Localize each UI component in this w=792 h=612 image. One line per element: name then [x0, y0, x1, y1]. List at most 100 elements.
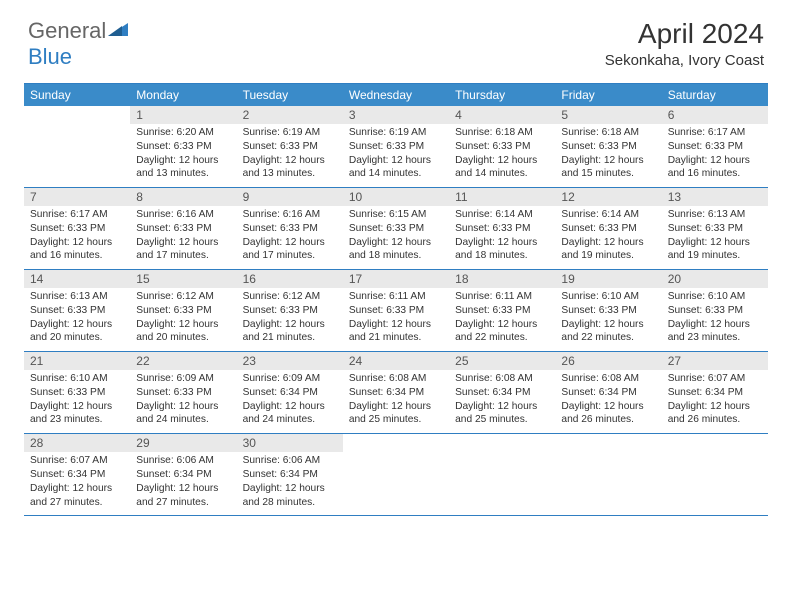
day-line: Daylight: 12 hours [30, 400, 124, 414]
day-line: Sunset: 6:34 PM [243, 386, 337, 400]
day-line: and 22 minutes. [455, 331, 549, 345]
day-content: Sunrise: 6:14 AMSunset: 6:33 PMDaylight:… [449, 206, 555, 269]
day-line: Sunrise: 6:12 AM [243, 290, 337, 304]
day-line: Sunrise: 6:06 AM [243, 454, 337, 468]
day-line: Sunset: 6:33 PM [136, 140, 230, 154]
day-line: and 19 minutes. [561, 249, 655, 263]
day-line: and 25 minutes. [455, 413, 549, 427]
day-number: 5 [555, 106, 661, 124]
day-line: and 23 minutes. [30, 413, 124, 427]
day-line: and 26 minutes. [561, 413, 655, 427]
day-line: and 19 minutes. [668, 249, 762, 263]
dow-mon: Monday [130, 84, 236, 106]
day-line: Daylight: 12 hours [668, 400, 762, 414]
day-line: Sunrise: 6:13 AM [30, 290, 124, 304]
day-line: and 13 minutes. [243, 167, 337, 181]
day-line: Daylight: 12 hours [243, 400, 337, 414]
day-line: and 28 minutes. [243, 496, 337, 510]
day-line: Sunrise: 6:14 AM [455, 208, 549, 222]
day-line: Sunrise: 6:07 AM [668, 372, 762, 386]
day-line: and 13 minutes. [136, 167, 230, 181]
week-content-row: Sunrise: 6:13 AMSunset: 6:33 PMDaylight:… [24, 288, 768, 352]
day-number: 18 [449, 270, 555, 288]
day-line: Daylight: 12 hours [349, 400, 443, 414]
day-line: and 21 minutes. [243, 331, 337, 345]
day-line: Daylight: 12 hours [243, 482, 337, 496]
day-line: Daylight: 12 hours [455, 318, 549, 332]
dow-thu: Thursday [449, 84, 555, 106]
day-line: Sunset: 6:33 PM [455, 140, 549, 154]
week-content-row: Sunrise: 6:17 AM Sunset: 6:33 PM Daylight:… [24, 206, 768, 270]
day-number: 26 [555, 352, 661, 370]
day-line: Sunset: 6:33 PM [349, 304, 443, 318]
day-line: Sunset: 6:34 PM [668, 386, 762, 400]
logo-text-2: Blue [28, 44, 72, 70]
day-line: Sunset: 6:33 PM [136, 222, 230, 236]
day-line: and 20 minutes. [136, 331, 230, 345]
day-content: Sunrise: 6:20 AMSunset: 6:33 PMDaylight:… [130, 124, 236, 187]
day-number: 27 [662, 352, 768, 370]
day-number: 14 [24, 270, 130, 288]
day-line: Daylight: 12 hours [243, 154, 337, 168]
day-line: and 18 minutes. [455, 249, 549, 263]
day-line: and 26 minutes. [668, 413, 762, 427]
dow-row: Sunday Monday Tuesday Wednesday Thursday… [24, 84, 768, 106]
day-line: Sunset: 6:33 PM [349, 222, 443, 236]
day-line: Sunrise: 6:17 AM [30, 208, 124, 222]
day-line: Sunrise: 6:13 AM [668, 208, 762, 222]
week-content-row: Sunrise: 6:07 AMSunset: 6:34 PMDaylight:… [24, 452, 768, 516]
day-number: 1 [130, 106, 236, 124]
logo-triangle-icon [108, 16, 128, 42]
day-content: Sunrise: 6:06 AMSunset: 6:34 PMDaylight:… [130, 452, 236, 515]
day-line: Sunrise: 6:07 AM [30, 454, 124, 468]
day-number: 22 [130, 352, 236, 370]
day-line: and 24 minutes. [136, 413, 230, 427]
day-content: Sunrise: 6:19 AMSunset: 6:33 PMDaylight:… [343, 124, 449, 187]
day-content: Sunrise: 6:13 AMSunset: 6:33 PMDaylight:… [662, 206, 768, 269]
day-line: Daylight: 12 hours [561, 400, 655, 414]
day-content: Sunrise: 6:16 AMSunset: 6:33 PMDaylight:… [130, 206, 236, 269]
day-number: 23 [237, 352, 343, 370]
header: General April 2024 Sekonkaha, Ivory Coas… [0, 0, 792, 77]
day-number: 2 [237, 106, 343, 124]
day-line: Sunrise: 6:20 AM [136, 126, 230, 140]
day-line: Daylight: 12 hours [561, 318, 655, 332]
day-line: Daylight: 12 hours [668, 236, 762, 250]
day-line: Daylight: 12 hours [243, 318, 337, 332]
day-line: Sunset: 6:33 PM [243, 140, 337, 154]
day-number: 21 [24, 352, 130, 370]
day-number: 15 [130, 270, 236, 288]
day-line: Sunset: 6:34 PM [561, 386, 655, 400]
day-content: Sunrise: 6:08 AMSunset: 6:34 PMDaylight:… [343, 370, 449, 433]
day-line: and 18 minutes. [349, 249, 443, 263]
day-line: Daylight: 12 hours [561, 236, 655, 250]
day-content: Sunrise: 6:17 AMSunset: 6:33 PMDaylight:… [24, 206, 130, 269]
title-block: April 2024 Sekonkaha, Ivory Coast [605, 18, 764, 69]
day-line: Daylight: 12 hours [136, 318, 230, 332]
day-number: 7 [24, 188, 130, 206]
day-content: Sunrise: 6:16 AMSunset: 6:33 PMDaylight:… [237, 206, 343, 269]
day-line: Sunset: 6:33 PM [561, 140, 655, 154]
day-content: Sunrise: 6:18 AMSunset: 6:33 PMDaylight:… [555, 124, 661, 187]
day-number: 3 [343, 106, 449, 124]
day-line: Sunrise: 6:15 AM [349, 208, 443, 222]
day-content: Sunrise: 6:13 AMSunset: 6:33 PMDaylight:… [24, 288, 130, 351]
day-content: Sunrise: 6:19 AMSunset: 6:33 PMDaylight:… [237, 124, 343, 187]
day-line: and 16 minutes. [30, 249, 124, 263]
day-line: and 22 minutes. [561, 331, 655, 345]
day-number: 6 [662, 106, 768, 124]
day-number: 19 [555, 270, 661, 288]
day-content [555, 452, 661, 515]
day-number [24, 106, 130, 124]
day-content: Sunrise: 6:07 AMSunset: 6:34 PMDaylight:… [662, 370, 768, 433]
day-content: Sunrise: 6:09 AMSunset: 6:33 PMDaylight:… [130, 370, 236, 433]
day-line: Sunrise: 6:10 AM [30, 372, 124, 386]
day-line: and 14 minutes. [349, 167, 443, 181]
day-content: Sunrise: 6:06 AMSunset: 6:34 PMDaylight:… [237, 452, 343, 515]
day-content: Sunrise: 6:17 AMSunset: 6:33 PMDaylight:… [662, 124, 768, 187]
day-line: Daylight: 12 hours [136, 482, 230, 496]
week-num-row: 282930 [24, 434, 768, 452]
day-line: Sunset: 6:33 PM [243, 304, 337, 318]
day-number: 4 [449, 106, 555, 124]
day-number: 10 [343, 188, 449, 206]
